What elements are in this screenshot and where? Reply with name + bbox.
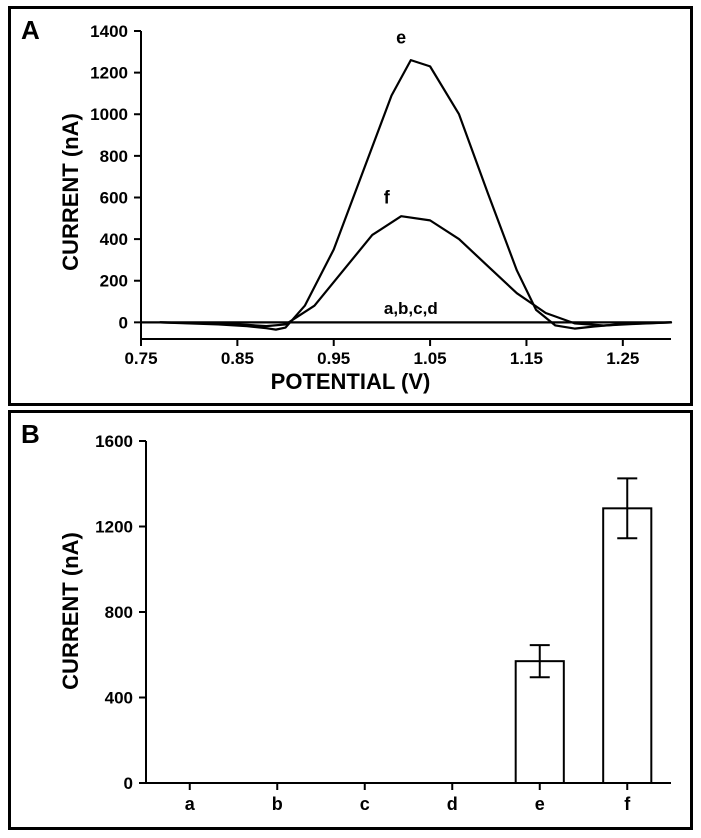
svg-text:1.05: 1.05 — [414, 349, 447, 368]
panel-b: B CURRENT (nA) 040080012001600abcdef — [8, 410, 693, 830]
svg-text:600: 600 — [100, 188, 128, 207]
panel-b-plot: 0 400 800 1200 1600 a b c d e f — [11, 413, 696, 833]
svg-text:a: a — [185, 794, 196, 814]
svg-text:1.25: 1.25 — [606, 349, 639, 368]
svg-text:400: 400 — [100, 230, 128, 249]
svg-text:f: f — [624, 794, 631, 814]
svg-text:1400: 1400 — [90, 22, 128, 41]
svg-text:1000: 1000 — [90, 105, 128, 124]
svg-text:0: 0 — [119, 313, 128, 332]
panel-a-plot: 0.75 0.85 0.95 1.05 1.15 1.25 0 200 400 600 800 100… — [11, 9, 696, 409]
svg-text:b: b — [272, 794, 283, 814]
svg-text:f: f — [384, 188, 391, 208]
panel-a: A CURRENT (nA) POTENTIAL (V) 0.750.850.9… — [8, 6, 693, 406]
svg-text:1200: 1200 — [90, 64, 128, 83]
svg-text:800: 800 — [100, 147, 128, 166]
svg-text:c: c — [360, 794, 370, 814]
svg-text:a,b,c,d: a,b,c,d — [384, 299, 438, 318]
svg-text:1600: 1600 — [95, 432, 133, 451]
svg-text:e: e — [396, 27, 406, 47]
svg-text:200: 200 — [100, 272, 128, 291]
svg-text:e: e — [535, 794, 545, 814]
svg-text:0.75: 0.75 — [124, 349, 157, 368]
svg-text:800: 800 — [105, 603, 133, 622]
svg-text:0.85: 0.85 — [221, 349, 254, 368]
svg-text:1200: 1200 — [95, 518, 133, 537]
figure-container: A CURRENT (nA) POTENTIAL (V) 0.750.850.9… — [0, 0, 701, 838]
svg-text:0.95: 0.95 — [317, 349, 350, 368]
svg-text:1.15: 1.15 — [510, 349, 543, 368]
svg-text:400: 400 — [105, 689, 133, 708]
svg-text:d: d — [447, 794, 458, 814]
svg-text:0: 0 — [124, 774, 133, 793]
